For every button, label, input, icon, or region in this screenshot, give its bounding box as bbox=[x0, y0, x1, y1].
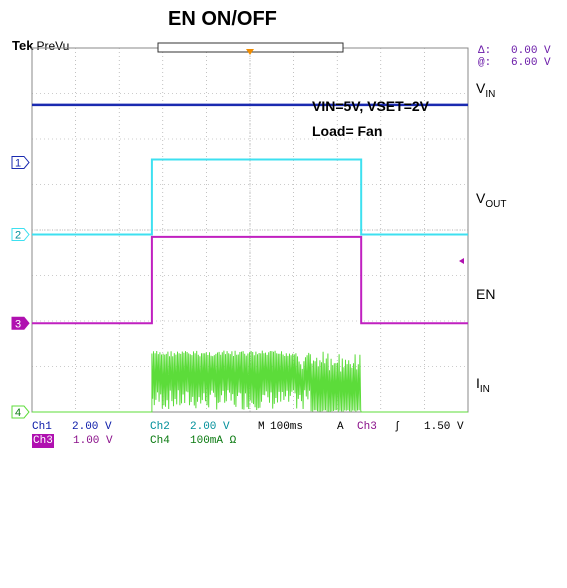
annotation-load: Load= Fan bbox=[312, 123, 383, 139]
trigger-channel: Ch3 bbox=[357, 421, 377, 433]
channel-2-marker-label: 2 bbox=[15, 230, 21, 242]
channel-4-marker-label: 4 bbox=[15, 407, 21, 419]
channel-markers: 1 2 3 4 bbox=[11, 155, 30, 419]
at-value: 6.00 V bbox=[511, 57, 551, 69]
ch4-scale: 100mA Ω bbox=[190, 435, 237, 447]
label-vin-sub: IN bbox=[485, 88, 496, 100]
label-vout: VOUT bbox=[476, 190, 506, 210]
trigger-level: 1.50 V bbox=[424, 421, 464, 433]
trigger-slope: ʃ bbox=[394, 421, 401, 433]
ch3-name: Ch3 bbox=[32, 434, 54, 448]
scope-mode: PreVu bbox=[36, 39, 70, 53]
channel-4-marker: 4 bbox=[11, 405, 30, 419]
label-iin: IIN bbox=[476, 375, 490, 395]
cursor-readout: Δ: 0.00 V @: 6.00 V bbox=[478, 45, 551, 69]
trace-iin bbox=[32, 350, 468, 413]
scope-readouts: Ch1 2.00 V Ch2 2.00 V M 100ms A Ch3 ʃ 1.… bbox=[32, 420, 464, 448]
label-iin-main: I bbox=[476, 375, 480, 391]
ch4-name: Ch4 bbox=[150, 435, 170, 447]
ch1-name: Ch1 bbox=[32, 421, 52, 433]
delta-value: 0.00 V bbox=[511, 45, 551, 57]
channel-1-marker: 1 bbox=[11, 155, 30, 169]
timebase-value: 100ms bbox=[270, 421, 304, 433]
channel-3-marker-shape bbox=[11, 316, 30, 330]
channel-1-marker-shape bbox=[11, 155, 30, 169]
ch3-scale: 1.00 V bbox=[73, 435, 113, 447]
trigger-prefix: A bbox=[337, 421, 344, 433]
chart-title: EN ON/OFF bbox=[168, 8, 277, 30]
graticule bbox=[31, 42, 469, 413]
channel-1-marker-label: 1 bbox=[15, 157, 21, 169]
channel-3-marker: 3 bbox=[11, 316, 30, 330]
ch2-name: Ch2 bbox=[150, 421, 170, 433]
trace-vout bbox=[32, 158, 468, 236]
channel-4-marker-shape bbox=[11, 405, 30, 419]
trace-en bbox=[32, 235, 468, 325]
label-vin: VIN bbox=[476, 80, 495, 100]
label-en: EN bbox=[476, 286, 496, 302]
annotation-conditions: VIN=5V, VSET=2V bbox=[312, 98, 429, 114]
trigger-position-icon bbox=[246, 49, 254, 55]
at-symbol: @: bbox=[478, 57, 492, 69]
timebase-prefix: M bbox=[258, 421, 265, 433]
channel-3-marker-label: 3 bbox=[15, 318, 21, 330]
label-vin-main: V bbox=[476, 80, 486, 96]
oscilloscope-display: 1 2 3 4 bbox=[11, 42, 469, 419]
ch2-scale: 2.00 V bbox=[190, 421, 230, 433]
trigger-level-icon bbox=[459, 258, 464, 264]
label-iin-sub: IN bbox=[479, 383, 490, 395]
channel-2-marker: 2 bbox=[11, 228, 30, 242]
brand-text: Tek bbox=[12, 38, 34, 53]
channel-2-marker-shape bbox=[11, 228, 30, 242]
label-vout-sub: OUT bbox=[485, 198, 507, 210]
scope-brand: Tek PreVu bbox=[12, 38, 69, 53]
delta-symbol: Δ: bbox=[478, 45, 492, 57]
ch1-scale: 2.00 V bbox=[72, 421, 112, 433]
label-vout-main: V bbox=[476, 190, 486, 206]
traces bbox=[32, 103, 468, 413]
